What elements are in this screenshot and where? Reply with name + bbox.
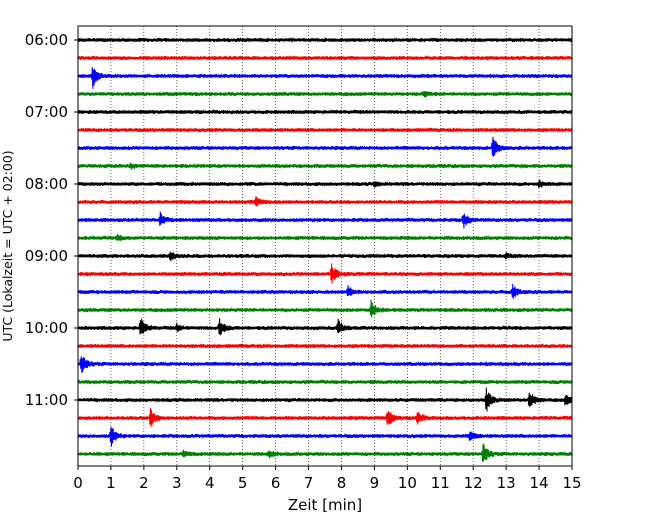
x-tick-label: 4 [205,474,215,492]
x-tick-label: 3 [172,474,182,492]
trace-line [77,90,573,98]
trace-line [77,378,573,386]
trace-line [77,109,573,115]
x-tick-label: 15 [562,474,581,492]
grid-lines [110,26,540,466]
trace-line [77,162,573,170]
trace-line [77,443,573,462]
y-axis-ticks: 06:00 07:00 08:00 09:00 10:00 11:00 [25,31,78,409]
trace-line [77,196,573,207]
x-tick-label: 7 [304,474,314,492]
trace-line [77,356,573,374]
plot-frame [77,25,573,467]
y-tick-label: 11:00 [25,391,68,409]
y-tick-label: 07:00 [25,103,68,121]
trace-line [77,426,573,447]
trace-line [77,66,573,89]
trace-line [77,407,573,428]
trace-line [77,263,573,284]
trace-line [77,283,573,299]
x-axis-label: Zeit [min] [288,496,362,514]
trace-line [77,54,573,61]
x-tick-label: 2 [139,474,149,492]
x-tick-label: 8 [337,474,347,492]
x-tick-label: 12 [464,474,483,492]
x-tick-label: 10 [398,474,417,492]
x-tick-label: 1 [106,474,116,492]
trace-line [77,36,573,44]
x-tick-label: 11 [431,474,450,492]
trace-line [77,233,573,242]
y-tick-label: 08:00 [25,175,68,193]
x-tick-label: 13 [497,474,516,492]
seismic-traces [77,36,573,462]
y-tick-label: 10:00 [25,319,68,337]
x-tick-label: 14 [530,474,549,492]
trace-line [77,299,573,318]
trace-line [77,387,573,412]
trace-line [77,180,573,188]
trace-line [77,318,573,336]
x-tick-label: 6 [271,474,281,492]
x-tick-label: 9 [370,474,380,492]
trace-line [77,136,573,157]
x-tick-label: 0 [73,474,83,492]
trace-line [77,211,573,229]
trace-line [77,251,573,262]
x-axis-ticks: 0 1 2 3 4 5 6 7 8 9 10 11 12 13 14 15 [73,466,582,492]
y-axis-label: UTC (Lokalzeit = UTC + 02:00) [0,150,15,341]
y-tick-label: 06:00 [25,31,68,49]
y-tick-label: 09:00 [25,247,68,265]
trace-line [77,126,573,134]
trace-line [77,342,573,350]
x-tick-label: 5 [238,474,248,492]
